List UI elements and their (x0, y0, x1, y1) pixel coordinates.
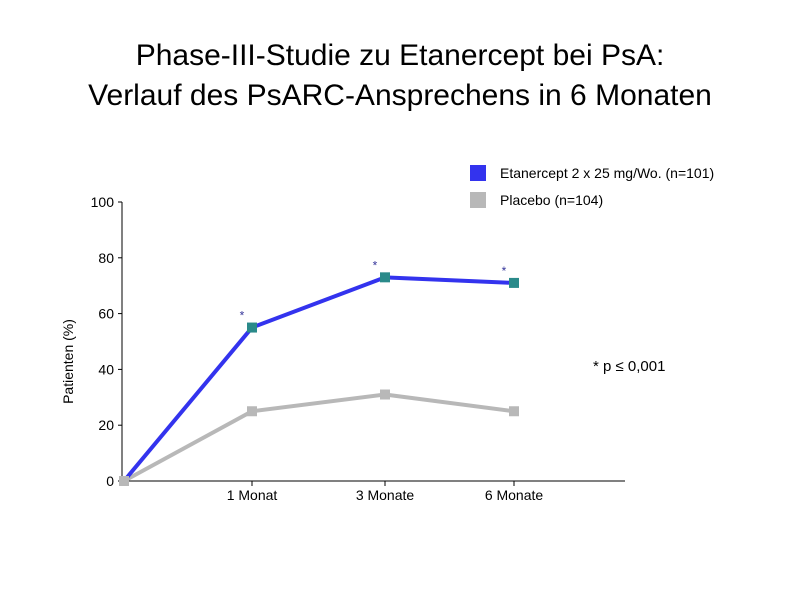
series-point (380, 389, 390, 400)
legend-item-placebo: Placebo (n=104) (470, 190, 603, 210)
legend-item-etanercept: Etanercept 2 x 25 mg/Wo. (n=101) (470, 163, 714, 183)
legend-label-etanercept: Etanercept 2 x 25 mg/Wo. (n=101) (500, 165, 715, 181)
series-point (247, 322, 257, 333)
series-point (119, 476, 129, 486)
y-tick-label: 20 (98, 417, 114, 433)
series-point (509, 406, 519, 417)
y-tick-label: 0 (106, 473, 114, 489)
series-point (247, 406, 257, 417)
x-tick-label: 3 Monate (356, 487, 415, 503)
y-tick-label: 60 (98, 306, 114, 322)
series-point (509, 277, 519, 288)
significance-marker: * (502, 264, 507, 278)
significance-marker: * (240, 309, 245, 323)
chart-title-line-1: Phase-III-Studie zu Etanercept bei PsA: (135, 39, 665, 72)
legend-swatch-etanercept (470, 165, 486, 181)
legend-swatch-placebo (470, 192, 486, 208)
series-line (123, 392, 515, 483)
series-line (122, 275, 515, 483)
legend-label-placebo: Placebo (n=104) (500, 192, 604, 208)
y-axis-label: Patienten (%) (60, 319, 76, 404)
x-tick-label: 6 Monate (485, 487, 544, 503)
x-tick-label: 1 Monat (227, 487, 278, 503)
significance-marker: * (373, 258, 378, 272)
y-tick-label: 100 (91, 194, 115, 210)
series-point (380, 272, 390, 283)
y-tick-label: 40 (98, 361, 114, 377)
significance-note: * p ≤ 0,001 (593, 358, 666, 375)
chart-title: Phase-III-Studie zu Etanercept bei PsA: … (0, 36, 800, 116)
y-tick-label: 80 (98, 250, 114, 266)
chart-title-line-2: Verlauf des PsARC-Ansprechens in 6 Monat… (88, 79, 712, 112)
